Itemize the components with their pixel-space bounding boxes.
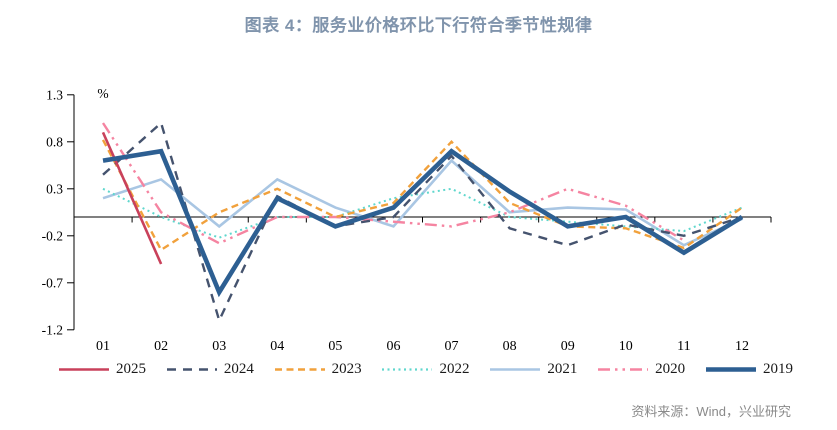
legend-item-2019: 2019 [705,361,793,378]
y-tick-label: -0.7 [42,275,64,290]
legend-line-sample-2023 [274,368,325,371]
legend-line-sample-2019 [705,367,756,372]
source-note: 资料来源：Wind，兴业研究 [631,404,791,419]
x-tick-label: 10 [619,339,633,354]
x-tick-label: 05 [328,339,342,354]
y-tick-label: 1.3 [46,87,63,102]
figure-title: 图表 4：服务业价格环比下行符合季节性规律 [244,16,593,35]
legend-label-2023: 2023 [331,361,362,377]
legend-item-2023: 2023 [274,361,362,378]
series-2024-line [102,120,743,324]
x-tick-label: 07 [445,339,459,354]
legend-item-2025: 2025 [58,361,146,378]
x-tick-label: 03 [212,339,226,354]
series-2020-line [101,122,685,245]
y-tick-label: 0.3 [46,181,63,196]
x-tick-label: 11 [677,339,690,354]
x-tick-label: 09 [561,339,575,354]
legend-label-2024: 2024 [223,361,254,377]
legend-label-2019: 2019 [762,361,793,377]
chart-legend: 2025 2024 2023 2022 2021 2020 2019 [58,361,793,378]
legend-line-sample-2021 [490,368,541,371]
x-tick-label: 08 [503,339,517,354]
legend-item-2024: 2024 [166,361,254,378]
x-tick-label: 04 [270,339,284,354]
legend-line-sample-2025 [59,368,109,371]
y-axis-unit-label: % [97,86,108,101]
series-2023-line [101,139,743,252]
legend-item-2020: 2020 [597,361,685,378]
x-tick-label: 12 [735,339,749,354]
series-2021-line [102,158,743,247]
legend-item-2021: 2021 [489,361,577,378]
y-tick-label: -0.2 [42,228,63,243]
legend-line-sample-2024 [166,368,217,371]
x-tick-label: 02 [154,339,168,354]
y-tick-label: 0.8 [46,134,63,149]
series-2025-line [101,131,163,265]
series-2019-line [102,148,744,298]
legend-label-2022: 2022 [439,361,470,377]
legend-item-2022: 2022 [381,361,469,378]
legend-label-2021: 2021 [547,361,578,377]
legend-label-2025: 2025 [116,361,146,377]
y-tick-label: -1.2 [42,322,63,337]
legend-line-sample-2020 [598,368,649,371]
legend-label-2020: 2020 [655,361,686,377]
x-tick-label: 06 [386,339,400,354]
x-tick-label: 01 [96,339,110,354]
legend-line-sample-2022 [382,368,433,371]
